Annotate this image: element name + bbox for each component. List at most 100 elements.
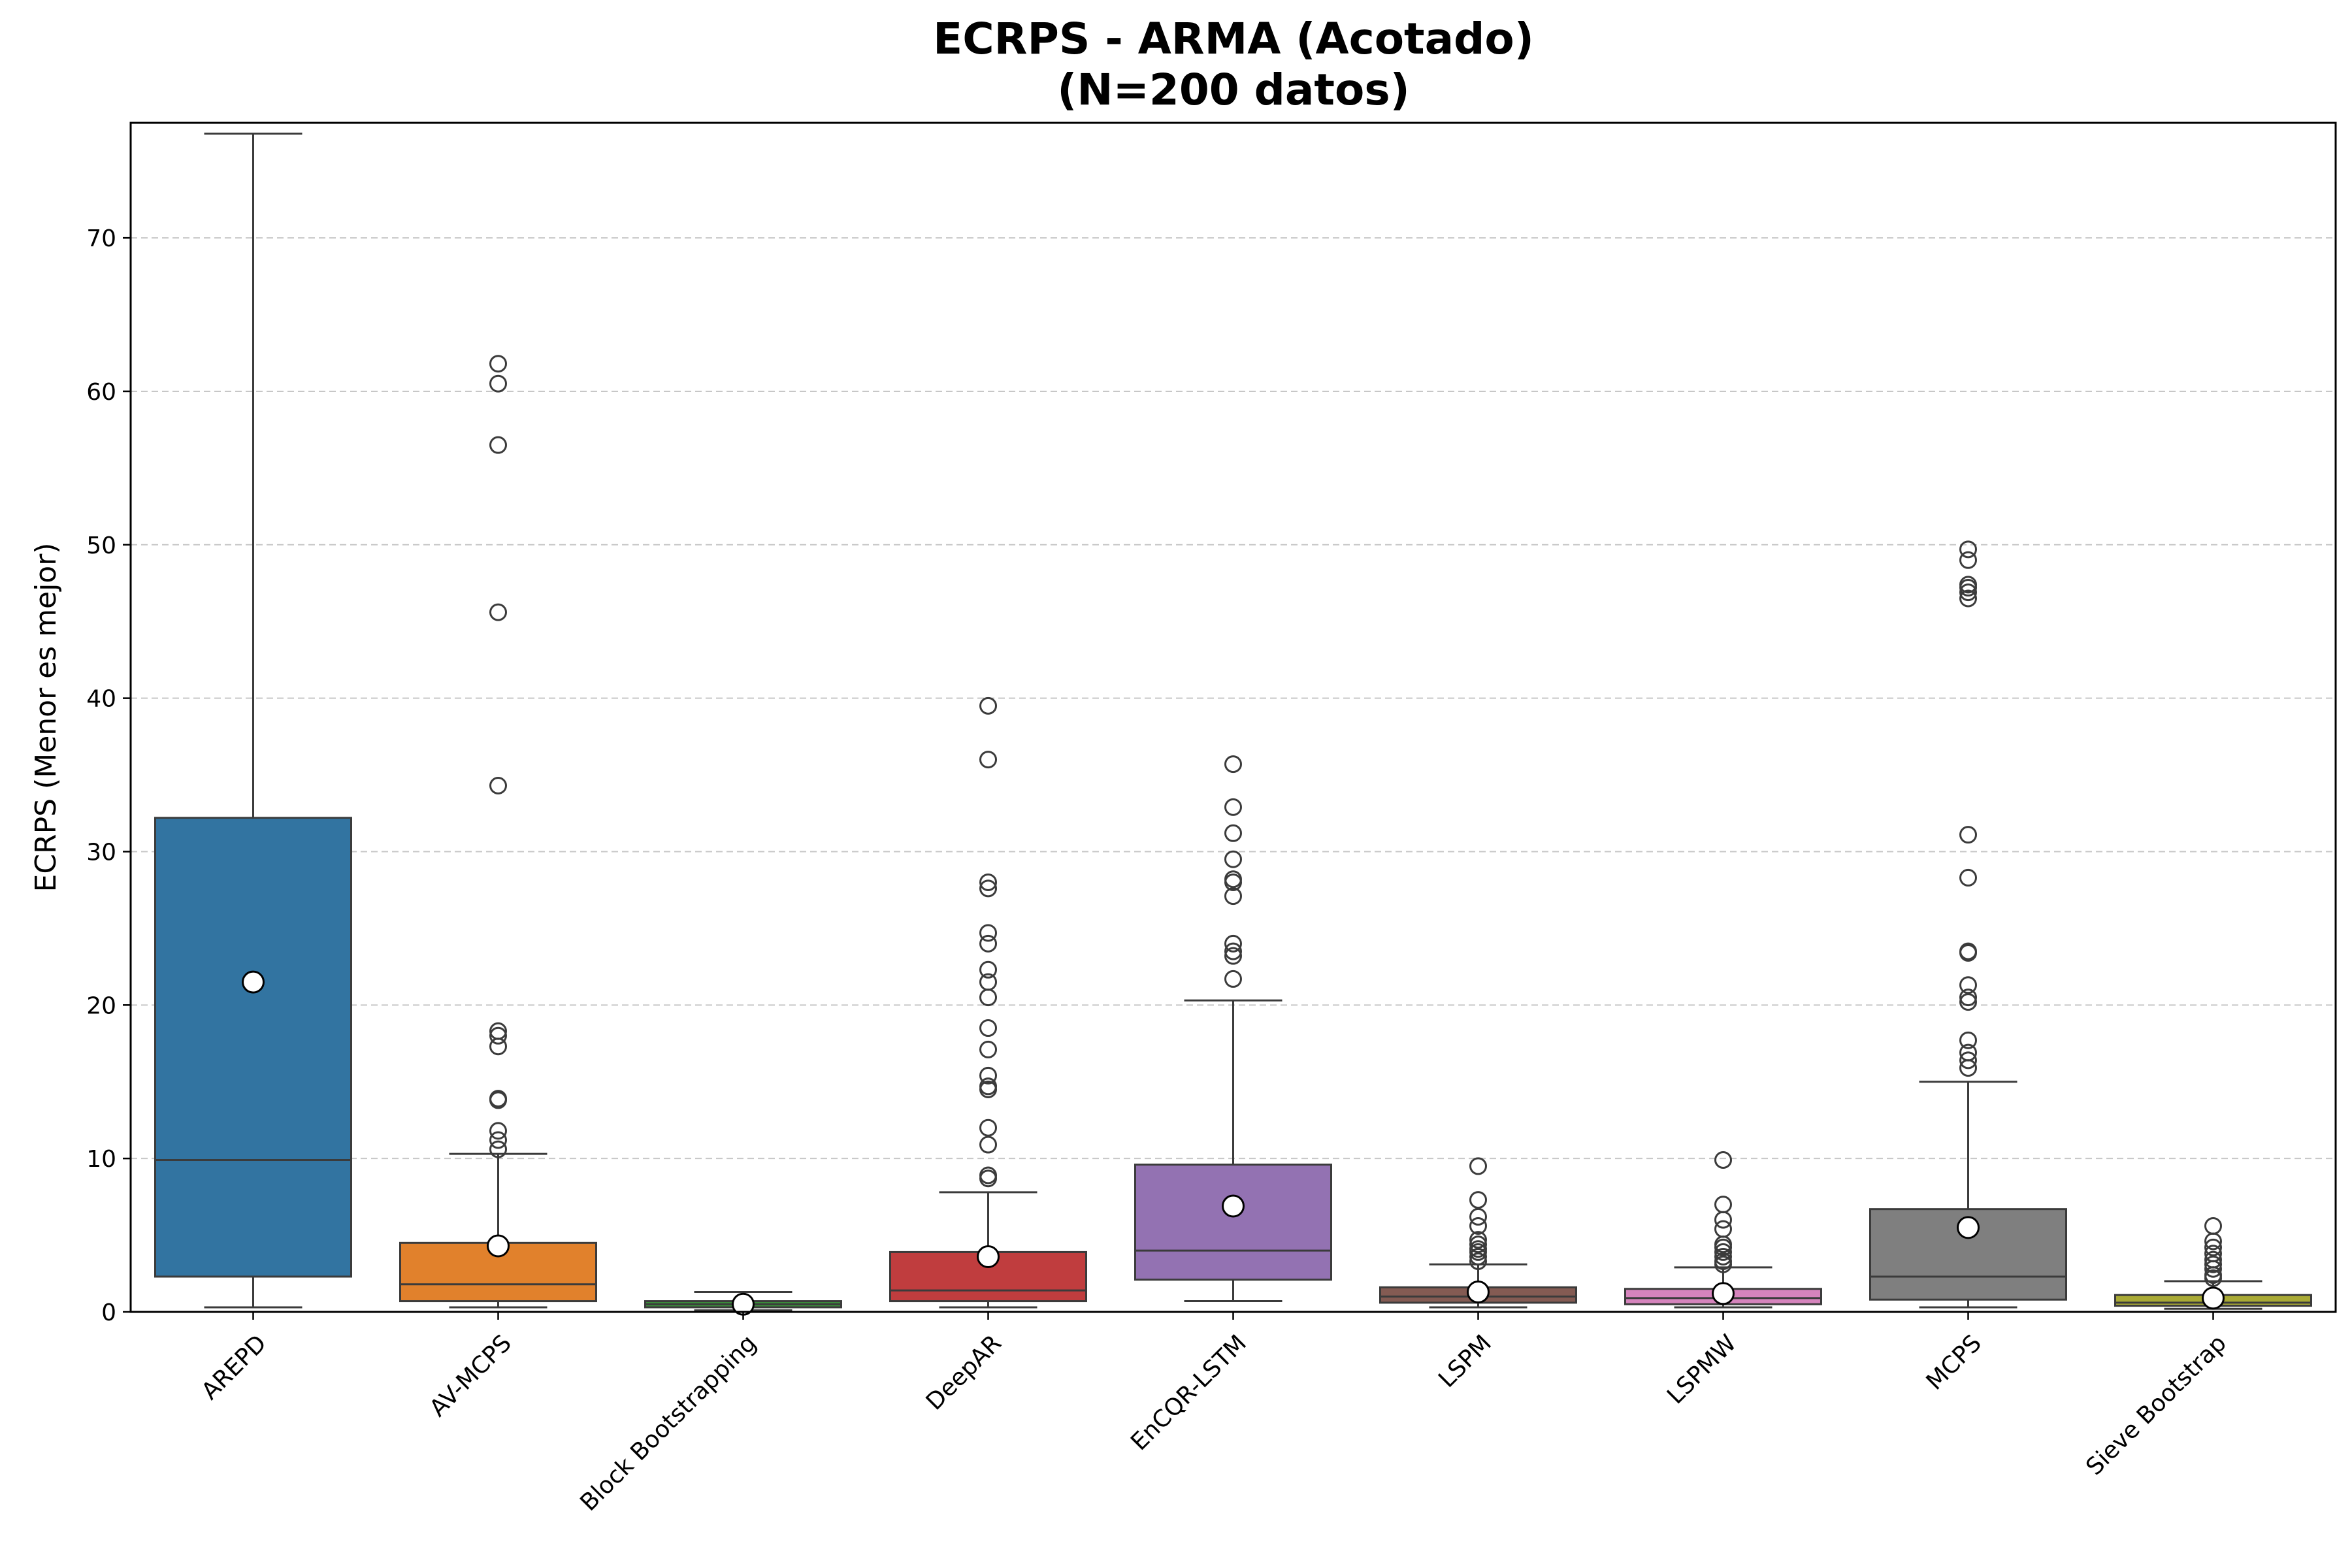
outlier-point (1224, 934, 1242, 953)
outlier-point (979, 696, 997, 715)
mean-marker (1222, 1194, 1245, 1218)
outlier-point (1959, 589, 1977, 608)
outlier-point (979, 751, 997, 769)
y-tick-label: 20 (86, 992, 116, 1019)
box-group-0 (154, 132, 352, 1309)
outlier-point (979, 1040, 997, 1058)
outlier-point (1959, 551, 1977, 569)
outlier-point (2204, 1238, 2222, 1256)
y-tick-label: 50 (86, 532, 116, 559)
mean-marker (487, 1234, 510, 1258)
y-tick-label: 60 (86, 379, 116, 406)
x-tick-label: DeepAR (921, 1330, 1007, 1415)
outlier-point (489, 1022, 507, 1040)
y-axis: 0 10 20 30 40 50 60 70 (86, 225, 131, 1326)
outlier-point (1224, 970, 1242, 988)
outlier-point (1469, 1157, 1487, 1175)
outlier-point (979, 973, 997, 991)
outlier-point (979, 1019, 997, 1037)
outlier-point (1959, 1031, 1977, 1049)
outlier-point (979, 1119, 997, 1137)
outlier-point (1959, 1051, 1977, 1070)
outlier-point (979, 924, 997, 942)
outlier-point (1959, 868, 1977, 887)
outlier-point (1224, 942, 1242, 960)
outlier-point (1959, 993, 1977, 1011)
outlier-point (1224, 824, 1242, 842)
outlier-point (1224, 870, 1242, 889)
outlier-point (489, 603, 507, 621)
box-group-3 (889, 696, 1087, 1309)
outlier-point (489, 777, 507, 795)
outlier-point (1959, 576, 1977, 594)
outlier-point (1224, 798, 1242, 816)
outlier-point (489, 1140, 507, 1158)
outlier-point (1469, 1207, 1487, 1226)
box-group-4 (1134, 755, 1332, 1303)
box-plots (154, 132, 2312, 1316)
outlier-point (1959, 583, 1977, 602)
y-tick-label: 70 (86, 225, 116, 252)
outlier-point (979, 1077, 997, 1096)
outlier-point (1714, 1252, 1732, 1271)
outlier-point (489, 1026, 507, 1045)
x-tick-label: LSPM (1433, 1330, 1497, 1393)
outlier-point (1959, 942, 1977, 960)
outlier-point (1469, 1217, 1487, 1235)
x-tick-label: AV-MCPS (425, 1330, 517, 1422)
box-group-1 (399, 355, 597, 1309)
outlier-point (489, 355, 507, 373)
y-tick-label: 0 (101, 1299, 116, 1326)
outlier-point (1469, 1191, 1487, 1209)
mean-marker (1467, 1280, 1490, 1303)
x-tick-label: LSPMW (1662, 1330, 1742, 1409)
outlier-point (979, 960, 997, 979)
outlier-point (979, 1135, 997, 1154)
outlier-point (2204, 1250, 2222, 1269)
outlier-point (1714, 1220, 1732, 1238)
mean-marker (242, 970, 265, 994)
outlier-point (1224, 755, 1242, 774)
outlier-point (1959, 540, 1977, 559)
outlier-point (1224, 947, 1242, 965)
box-group-5 (1379, 1157, 1577, 1309)
outlier-point (2204, 1217, 2222, 1235)
x-tick-label: Sieve Bootstrap (2081, 1330, 2232, 1480)
chart-title-line-2: (N=200 datos) (1057, 65, 1410, 115)
outlier-point (979, 1166, 997, 1184)
x-tick-label: AREPD (197, 1330, 272, 1405)
outlier-point (979, 934, 997, 953)
x-axis: AREPD AV-MCPS Block Bootstrapping DeepAR EnC… (197, 1312, 2232, 1516)
box-group-6 (1624, 1151, 1822, 1309)
x-tick-label: MCPS (1921, 1330, 1987, 1395)
outlier-point (979, 879, 997, 898)
outlier-point (1714, 1247, 1732, 1266)
chart-title-line-1: ECRPS - ARMA (Acotado) (933, 14, 1534, 64)
outlier-point (1714, 1151, 1732, 1169)
outlier-point (1469, 1235, 1487, 1254)
y-tick-label: 40 (86, 686, 116, 713)
outlier-point (489, 1090, 507, 1108)
outlier-point (489, 436, 507, 454)
y-axis-label: ECRPS (Menor es mejor) (29, 543, 63, 892)
mean-marker (1712, 1282, 1735, 1305)
outlier-point (1959, 826, 1977, 844)
outlier-point (979, 988, 997, 1007)
outlier-point (979, 1066, 997, 1085)
y-tick-label: 30 (86, 839, 116, 866)
outlier-point (1469, 1252, 1487, 1271)
box-group-8 (2114, 1217, 2312, 1310)
mean-marker (1957, 1216, 1980, 1239)
iqr-box (1134, 1164, 1332, 1281)
outlier-point (1224, 887, 1242, 906)
outlier-point (1714, 1211, 1732, 1229)
outlier-point (2204, 1245, 2222, 1263)
outlier-point (489, 374, 507, 393)
outlier-point (489, 1131, 507, 1149)
outlier-point (1224, 850, 1242, 868)
outlier-point (2204, 1255, 2222, 1273)
x-tick-label: EnCQR-LSTM (1126, 1330, 1252, 1456)
outlier-point (1959, 1043, 1977, 1062)
plot-area-frame (129, 122, 2337, 1313)
